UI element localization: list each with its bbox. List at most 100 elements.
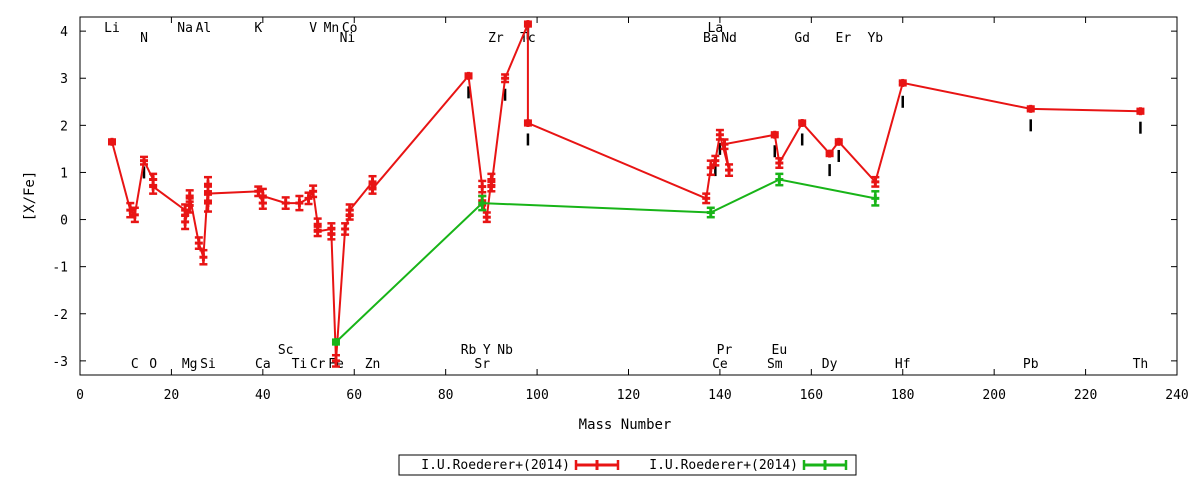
element-label: Sr bbox=[474, 357, 490, 372]
legend-label: I.U.Roederer+(2014) bbox=[421, 458, 570, 473]
data-point bbox=[368, 182, 377, 195]
element-label: Rb bbox=[461, 343, 477, 358]
plot-frame bbox=[79, 16, 1178, 376]
y-tick-label: -2 bbox=[52, 308, 68, 323]
data-point bbox=[834, 137, 843, 146]
element-label: Hf bbox=[895, 357, 911, 372]
data-point bbox=[478, 179, 487, 194]
data-point bbox=[706, 206, 715, 219]
data-point bbox=[478, 194, 487, 212]
data-point bbox=[775, 157, 784, 169]
data-point bbox=[130, 206, 139, 224]
data-point bbox=[871, 175, 880, 188]
element-label: K bbox=[254, 21, 262, 36]
element-label: Yb bbox=[867, 31, 883, 46]
data-point bbox=[331, 338, 340, 347]
x-tick-label: 180 bbox=[891, 388, 914, 403]
data-point bbox=[725, 163, 734, 177]
data-point bbox=[107, 137, 116, 146]
series-line bbox=[335, 178, 876, 343]
series-1 bbox=[107, 20, 1145, 368]
data-point bbox=[487, 180, 496, 193]
x-tick-label: 60 bbox=[346, 388, 362, 403]
data-point bbox=[871, 190, 880, 207]
x-tick-label: 120 bbox=[617, 388, 640, 403]
y-tick-label: 2 bbox=[60, 119, 68, 134]
element-label: Li bbox=[104, 21, 120, 36]
data-point bbox=[295, 194, 304, 212]
data-point bbox=[898, 78, 907, 87]
data-point bbox=[194, 236, 203, 251]
element-label: Y bbox=[483, 343, 491, 358]
data-point bbox=[258, 187, 267, 205]
data-point bbox=[281, 196, 290, 210]
x-tick-label: 140 bbox=[708, 388, 731, 403]
element-label: Ti bbox=[292, 357, 308, 372]
element-label: N bbox=[140, 31, 148, 46]
data-point bbox=[798, 118, 807, 127]
data-point bbox=[341, 222, 350, 236]
data-point bbox=[313, 225, 322, 238]
x-axis-label: Mass Number bbox=[579, 417, 672, 433]
data-point bbox=[523, 20, 532, 29]
legend-label: I.U.Roederer+(2014) bbox=[649, 458, 798, 473]
element-label: Pr bbox=[717, 343, 733, 358]
element-labels: LiNNaAlKVMnCoNiZrTcLaBaNdGdErYbScRbYNbPr… bbox=[104, 21, 1148, 372]
data-point bbox=[775, 172, 784, 187]
element-label: Mg bbox=[182, 357, 198, 372]
y-tick-label: 4 bbox=[60, 25, 68, 40]
model-points bbox=[142, 27, 1142, 179]
y-tick-label: -3 bbox=[52, 355, 68, 370]
element-label: Pb bbox=[1023, 357, 1039, 372]
data-point bbox=[149, 178, 158, 195]
data-point bbox=[185, 189, 194, 203]
plot-border bbox=[79, 16, 1178, 376]
x-tick-label: 220 bbox=[1074, 388, 1097, 403]
data-point bbox=[345, 203, 354, 218]
data-point bbox=[720, 138, 729, 151]
element-label: Co bbox=[342, 21, 358, 36]
x-tick-label: 160 bbox=[800, 388, 823, 403]
data-point bbox=[464, 71, 473, 80]
x-tick-label: 200 bbox=[982, 388, 1005, 403]
x-tick-label: 240 bbox=[1165, 388, 1188, 403]
data-point bbox=[126, 201, 135, 219]
data-point bbox=[715, 128, 724, 141]
element-label: Eu bbox=[772, 343, 788, 358]
data-point bbox=[139, 155, 148, 166]
data-point bbox=[327, 226, 336, 241]
element-label: Sm bbox=[767, 357, 783, 372]
data-point bbox=[523, 118, 532, 127]
element-label: Er bbox=[836, 31, 852, 46]
element-label: Cr bbox=[310, 357, 326, 372]
x-tick-label: 80 bbox=[438, 388, 454, 403]
series-layer bbox=[107, 20, 1145, 368]
data-point bbox=[825, 149, 834, 158]
x-axis-ticks: 0 20 40 60 80 100 120 140 160 180 200 220 240 bbox=[76, 17, 1189, 403]
element-label: C bbox=[131, 357, 139, 372]
x-tick-label: 20 bbox=[164, 388, 180, 403]
y-axis-ticks: -3 -2 -1 0 1 2 3 4 bbox=[52, 25, 1177, 370]
element-label: Nb bbox=[497, 343, 513, 358]
x-tick-label: 100 bbox=[525, 388, 548, 403]
data-point bbox=[181, 213, 190, 231]
element-label: Na bbox=[177, 21, 193, 36]
data-point bbox=[501, 73, 510, 84]
y-axis-label: [X/Fe] bbox=[22, 171, 38, 222]
x-tick-label: 0 bbox=[76, 388, 84, 403]
element-label: La bbox=[708, 21, 724, 36]
element-label: Dy bbox=[822, 357, 838, 372]
element-label: Zn bbox=[365, 357, 381, 372]
data-point bbox=[1136, 107, 1145, 116]
element-label: Th bbox=[1133, 357, 1149, 372]
data-point bbox=[770, 130, 779, 139]
element-label: Ce bbox=[712, 357, 728, 372]
series-2 bbox=[331, 172, 880, 347]
element-label: Sc bbox=[278, 343, 294, 358]
y-tick-label: 1 bbox=[60, 166, 68, 181]
element-label: Ni bbox=[340, 31, 356, 46]
x-tick-label: 40 bbox=[255, 388, 271, 403]
legend-box bbox=[398, 454, 857, 476]
